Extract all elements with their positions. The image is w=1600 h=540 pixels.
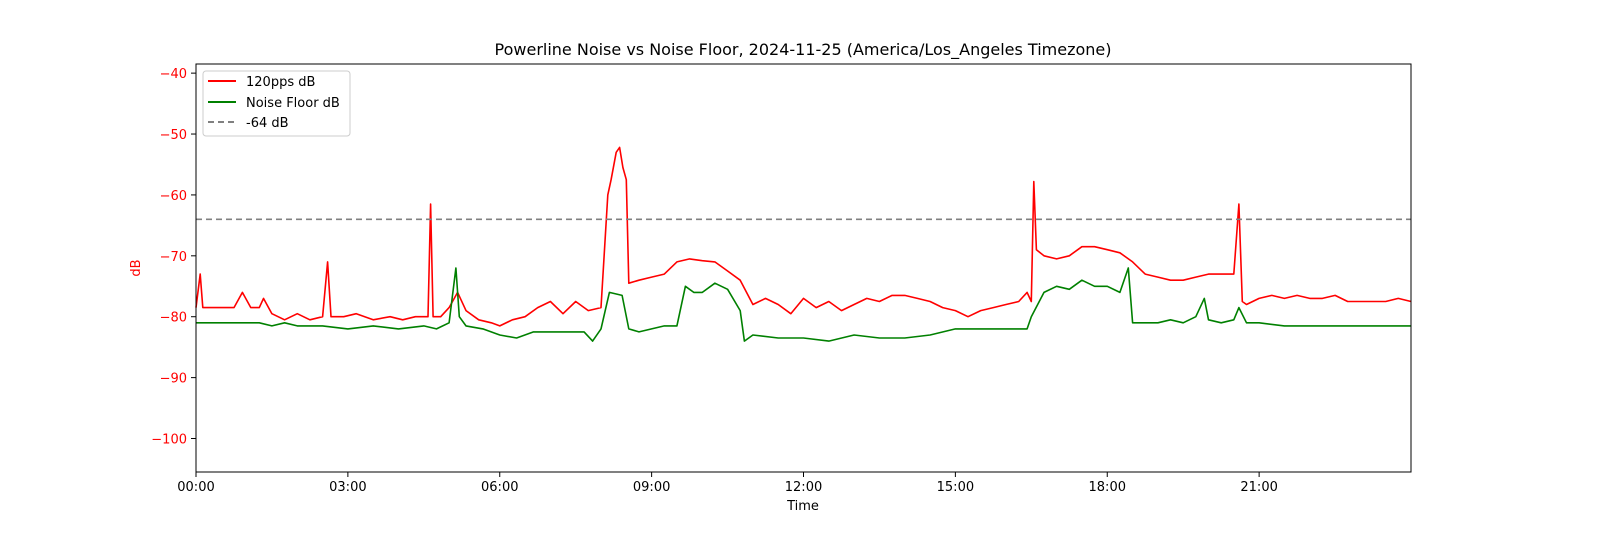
y-tick-label: −90 [160,372,187,387]
series-line-120pps [195,146,1412,327]
x-axis-label: Time [786,499,819,514]
y-tick-label: −70 [160,250,187,265]
x-tick-label: 03:00 [329,480,366,495]
y-tick-label: −100 [151,433,187,448]
y-tick-label: −40 [160,67,187,82]
legend-box [202,70,351,137]
x-axis: 00:00 03:00 06:00 09:00 12:00 15:00 18:00 21:00 [177,472,1278,495]
x-tick-label: 18:00 [1089,480,1126,495]
legend-label-noise-floor: Noise Floor dB [246,96,340,111]
series-layer [195,146,1412,342]
legend-label-120pps: 120pps dB [246,75,315,90]
legend-label-threshold: -64 dB [246,116,289,131]
x-tick-label: 12:00 [785,480,822,495]
y-tick-label: −50 [160,128,187,143]
y-axis: −40 −50 −60 −70 −80 −90 −100 [151,67,196,448]
legend: 120pps dB Noise Floor dB -64 dB [202,70,351,137]
x-tick-label: 00:00 [177,480,214,495]
x-tick-label: 21:00 [1240,480,1277,495]
series-line-noise-floor [196,267,1411,342]
plot-area [195,63,1412,473]
x-tick-label: 15:00 [937,480,974,495]
y-tick-label: −80 [160,311,187,326]
y-tick-label: −60 [160,189,187,204]
x-tick-label: 09:00 [633,480,670,495]
x-tick-label: 06:00 [481,480,518,495]
y-axis-label: dB [129,259,144,276]
chart-title: Powerline Noise vs Noise Floor, 2024-11-… [495,40,1112,60]
plot-frame [195,63,1412,473]
